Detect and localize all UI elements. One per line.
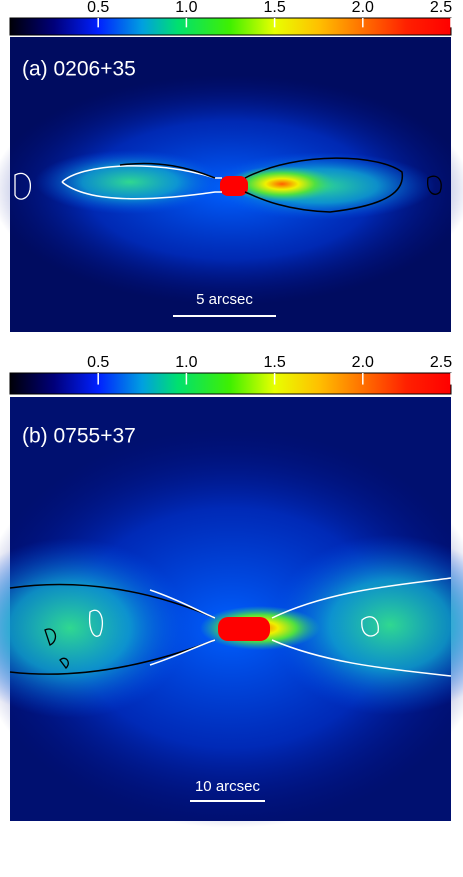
image-b [0, 397, 463, 828]
image-a [0, 37, 463, 332]
colorbar-tick-label: 2.0 [352, 354, 374, 371]
colorbar-tick-label: 1.0 [175, 354, 197, 371]
colorbar-tick-label: 0.5 [87, 354, 109, 371]
colorbar [9, 17, 452, 36]
scale-bar-label: 5 arcsec [196, 291, 253, 308]
colorbar [9, 372, 452, 395]
colorbar-tick-label: 2.5 [430, 354, 452, 371]
colorbar-tick-label: 1.5 [263, 354, 285, 371]
panel-label: (b) 0755+37 [22, 425, 136, 448]
panel-label: (a) 0206+35 [22, 58, 136, 81]
scale-bar-label: 10 arcsec [195, 778, 261, 795]
colorbar-tick-label: 2.0 [352, 0, 374, 16]
colorbar-tick-label: 2.5 [430, 0, 452, 16]
colorbar-tick-label: 0.5 [87, 0, 109, 16]
colorbar-tick-label: 1.5 [263, 0, 285, 16]
colorbar-tick-label: 1.0 [175, 0, 197, 16]
